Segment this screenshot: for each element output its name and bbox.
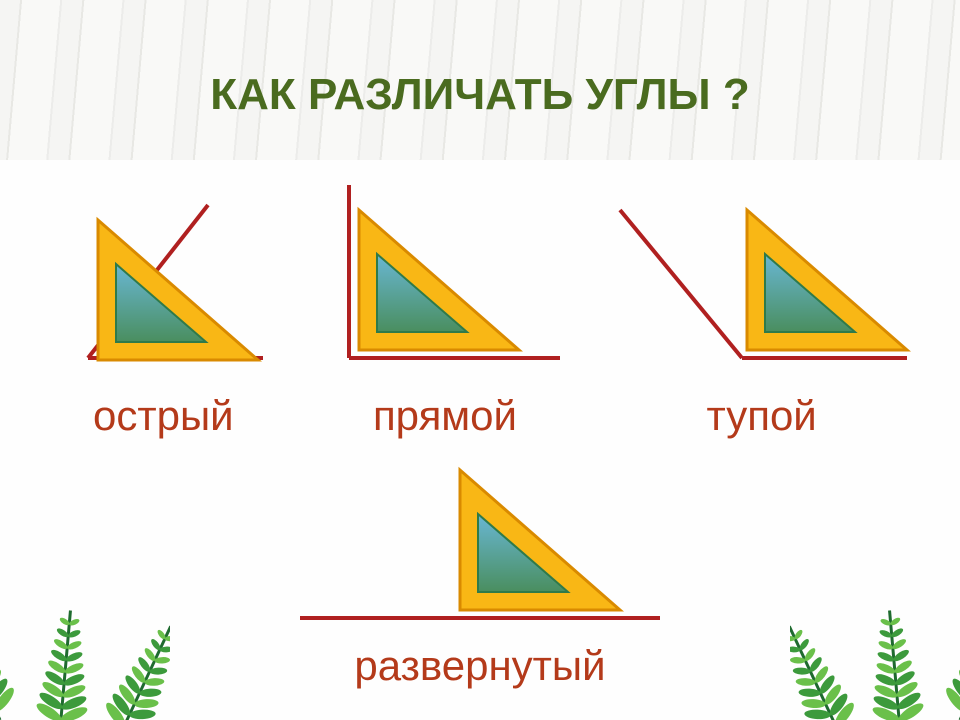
angle-label-right: прямой	[373, 392, 517, 440]
page-title: КАК РАЗЛИЧАТЬ УГЛЫ ?	[0, 70, 960, 120]
angle-cell-acute: острый	[48, 190, 278, 440]
angle-diagram-acute	[48, 190, 278, 380]
angle-diagram-right	[315, 180, 575, 380]
angle-label-acute: острый	[93, 392, 234, 440]
angle-label-straight: развернутый	[354, 642, 605, 690]
angle-cell-obtuse: тупой	[612, 180, 912, 440]
angles-row-1: острый прямой тупой	[0, 180, 960, 440]
angle-cell-right: прямой	[315, 180, 575, 440]
angles-row-2: развернутый	[0, 460, 960, 690]
angle-diagram-obtuse	[612, 180, 912, 380]
angle-cell-straight: развернутый	[290, 460, 670, 690]
angle-diagram-straight	[290, 460, 670, 630]
angle-label-obtuse: тупой	[707, 392, 817, 440]
